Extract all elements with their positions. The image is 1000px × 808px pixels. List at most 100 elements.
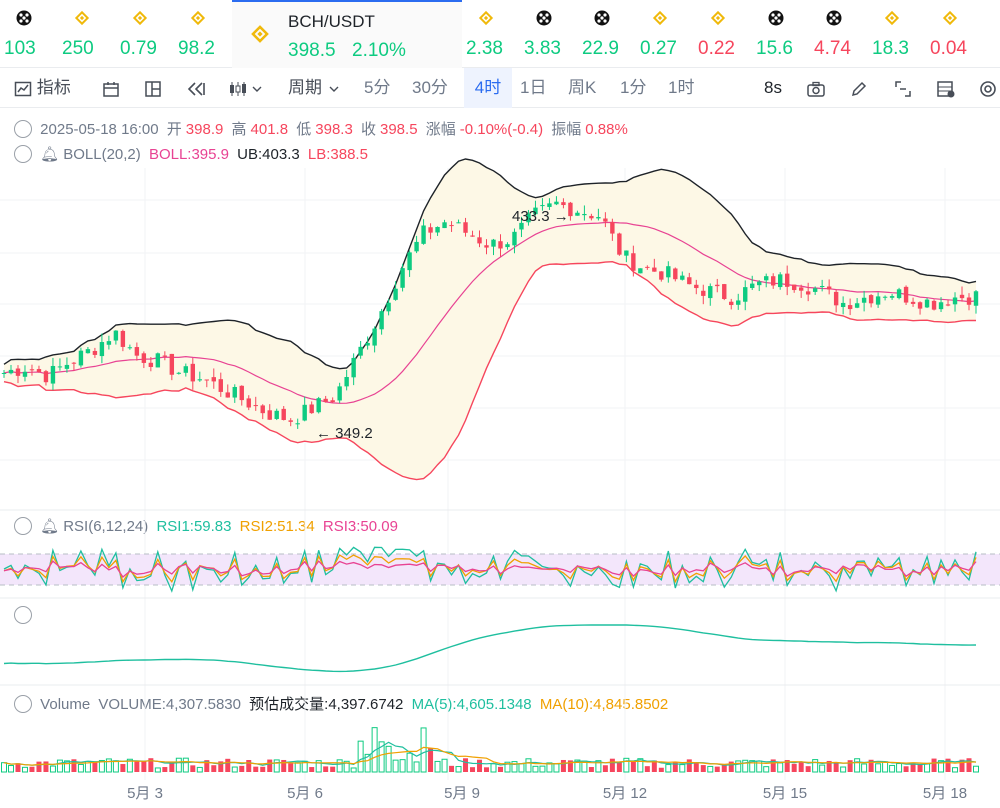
rsi1-value: RSI1:59.83 [156,518,232,535]
candle-body [526,213,531,223]
collapse-boll-icon[interactable] [14,145,32,164]
volume-bar [735,760,742,773]
candle-body [414,241,419,252]
candle-body [365,342,370,346]
ticker-value: 0.04 [930,38,967,59]
candle-body [840,302,846,308]
bnb-icon [74,10,90,26]
candlestick-icon [228,78,262,97]
candle-body [645,266,650,268]
ticker-item[interactable]: 250 [58,0,116,68]
volume-bar [36,761,42,772]
ticker-item[interactable]: 15.6 [752,0,810,68]
period-dropdown[interactable]: 周期 [288,68,341,108]
candle-body [99,342,105,357]
volume-bar [470,767,476,772]
ticker-value: 250 [62,38,94,59]
interval-5m[interactable]: 5分 [364,78,391,97]
rsi2-value: RSI2:51.34 [239,518,315,535]
ticker-item[interactable]: 3.83 [520,0,578,68]
layout-button[interactable] [102,68,120,108]
candle-body [715,284,720,287]
interval-1h[interactable]: 1时 [668,78,695,97]
bell-icon[interactable]: 🔔︎ [40,518,60,535]
candle-body [120,330,126,347]
candle-body [771,276,776,286]
candle-body [246,398,251,408]
screenshot-button[interactable] [806,68,826,108]
ticker-item[interactable]: 0.22 [694,0,752,68]
candle-body [666,266,671,278]
chain-icon [768,10,784,26]
volume-bar [15,763,21,772]
low-value: 398.3 [315,121,353,138]
high-label: 高 [231,121,247,138]
refresh-rate[interactable]: 8s [764,78,782,97]
collapse-volume-icon[interactable] [14,695,32,714]
volume-bar [218,761,224,772]
candle-body [945,304,951,306]
volume-bar [574,759,581,773]
ticker-item[interactable]: 4.74 [810,0,868,68]
candle-body [113,330,119,341]
ticker-value: 0.27 [640,38,677,59]
rewind-button[interactable] [186,68,206,108]
candle-body [722,284,727,299]
ticker-item[interactable]: 0.27 [636,0,694,68]
interval-1d[interactable]: 1日 [520,78,547,97]
ticker-item[interactable]: 103 [0,0,58,68]
chart-type-dropdown[interactable] [228,68,262,108]
chevron-down-icon [327,78,341,97]
candle-body [155,353,161,368]
interval-1m[interactable]: 1分 [620,78,647,97]
camera-icon [806,78,826,97]
volume-bar [420,727,427,773]
volume-bar [644,766,650,772]
ticker-item[interactable]: 98.2 [174,0,232,68]
volume-bar [336,759,343,773]
split-button[interactable] [144,68,162,108]
candle-body [274,410,279,419]
volume-bar [63,760,70,773]
candle-body [449,225,454,227]
interval-30m[interactable]: 30分 [412,78,448,97]
ticker-item[interactable]: 22.9 [578,0,636,68]
candle-body [162,355,168,357]
ticker-item[interactable]: 18.3 [868,0,926,68]
candle-body [253,405,258,407]
interval-4h[interactable]: 4时 [464,68,512,108]
volume-bar [595,760,602,773]
chevron-right-icon[interactable] [14,606,32,625]
candle-body [456,222,461,224]
candle-body [232,386,237,398]
chain-icon [16,10,32,26]
ticker-item[interactable]: 0.04 [926,0,984,68]
indicator-button[interactable]: 指标 [14,68,71,108]
ticker-item[interactable]: 0.79 [116,0,174,68]
interval-1w[interactable]: 周K [568,78,597,97]
volume-bar [406,752,413,773]
bell-icon[interactable]: 🔔︎ [40,146,60,163]
chain-icon [594,10,610,26]
candle-body [743,287,748,302]
collapse-toggle-icon[interactable] [14,120,32,139]
candle-body [603,218,608,222]
ticker-item[interactable]: 2.38 [462,0,520,68]
candle-body [903,286,909,303]
collapse-rsi-icon[interactable] [14,517,32,536]
candle-body [477,237,482,244]
draw-button[interactable] [850,68,868,108]
orderbook-button[interactable] [936,68,956,108]
candle-body [337,386,342,401]
expand-line [14,606,36,625]
settings-button[interactable] [978,68,998,108]
volume-bar [441,758,448,773]
candle-body [78,350,84,366]
active-symbol: BCH/USDT [288,12,375,31]
candle-body [826,286,832,290]
active-ticker[interactable]: BCH/USDT 398.5 2.10% [232,0,462,68]
volume-bar [49,765,56,773]
fullscreen-button[interactable] [894,68,912,108]
candle-body [596,217,601,219]
